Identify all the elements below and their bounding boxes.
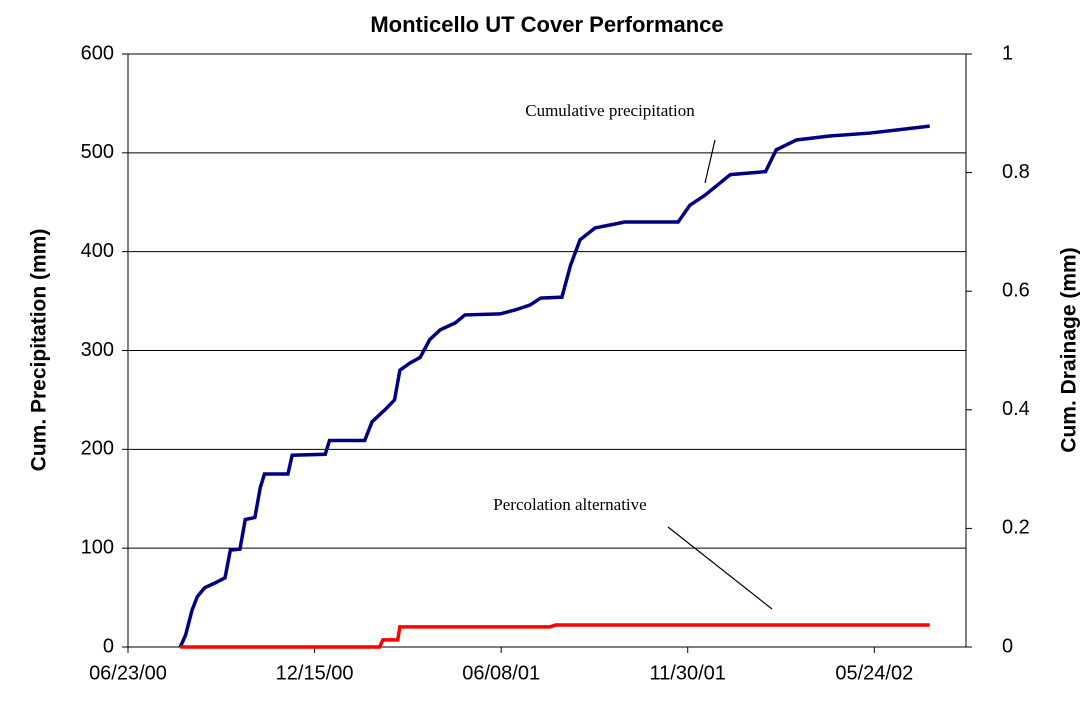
y-tick-label: 0: [103, 635, 114, 657]
y-tick-label: 100: [81, 536, 114, 558]
y-axis-label: Cum. Precipitation (mm): [28, 229, 51, 472]
y2-tick-label: 0.6: [1002, 279, 1030, 301]
y2-tick-label: 0.2: [1002, 517, 1030, 539]
y-tick-label: 600: [81, 42, 114, 64]
y2-axis-label: Cum. Drainage (mm): [1058, 247, 1081, 452]
leader-line: [667, 526, 773, 610]
x-tick-label: 06/23/00: [89, 662, 167, 684]
annotation: Percolation alternative: [493, 495, 646, 514]
x-tick-label: 05/24/02: [835, 662, 913, 684]
y2-tick-label: 1: [1002, 42, 1013, 64]
y-tick-label: 300: [81, 339, 114, 361]
x-tick-label: 06/08/01: [462, 662, 540, 684]
y-tick-label: 500: [81, 141, 114, 163]
y-tick-label: 400: [81, 240, 114, 262]
y-tick-label: 200: [81, 438, 114, 460]
leader-line: [704, 139, 716, 184]
x-tick-label: 12/15/00: [276, 662, 354, 684]
data-line: [178, 124, 930, 648]
x-tick-label: 11/30/01: [650, 662, 726, 684]
annotation: Cumulative precipitation: [525, 101, 695, 120]
chart-title: Monticello UT Cover Performance: [370, 12, 723, 37]
y2-tick-label: 0.8: [1002, 161, 1030, 183]
y2-tick-label: 0: [1002, 635, 1013, 657]
y2-tick-label: 0.4: [1002, 398, 1030, 420]
data-line: [180, 623, 930, 649]
